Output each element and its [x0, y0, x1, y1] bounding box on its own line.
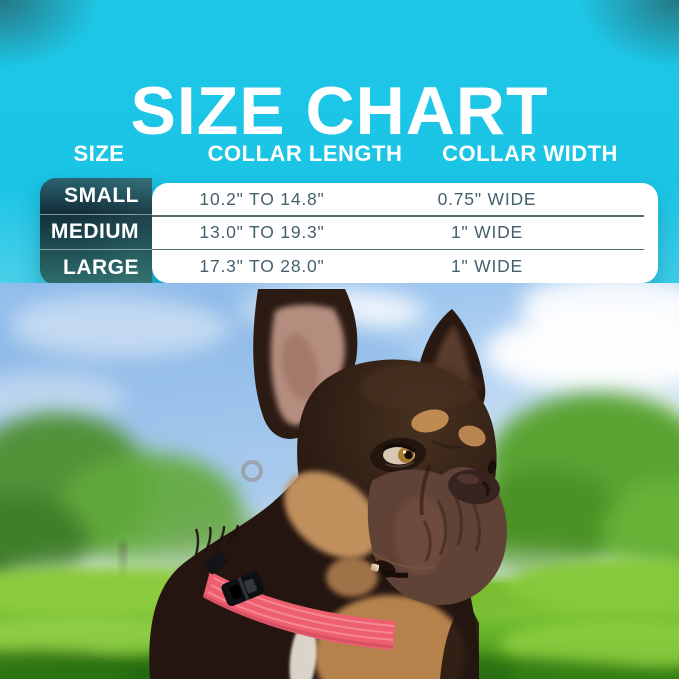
table-row-small: 10.2" TO 14.8" 0.75" WIDE: [152, 183, 658, 216]
dog-collar: [203, 551, 396, 650]
size-label-small: SMALL: [64, 183, 139, 207]
column-header-width: COLLAR WIDTH: [442, 141, 618, 166]
size-label-medium: MEDIUM: [40, 213, 152, 250]
chin-tan-patch: [326, 557, 378, 597]
collar-keeper: [204, 551, 228, 575]
column-header-length: COLLAR LENGTH: [207, 141, 403, 166]
brow-spot-right: [458, 425, 486, 447]
cheek-tan-patch: [284, 471, 380, 559]
table-row-medium: 13.0" TO 19.3" 1" WIDE: [152, 215, 658, 249]
size-label-large: LARGE: [40, 249, 152, 285]
page-title: SIZE CHART: [130, 72, 549, 149]
dog-illustration: [125, 289, 515, 679]
brow-spot-left: [411, 409, 449, 433]
collar-length-value: 13.0" TO 19.3": [199, 222, 325, 243]
product-photo: [0, 283, 679, 679]
collar-width-value: 0.75" WIDE: [437, 189, 537, 210]
collar-length-value: 17.3" TO 28.0": [199, 255, 325, 276]
park-photo-illustration: [0, 283, 679, 679]
collar-d-ring-icon: [241, 460, 263, 482]
dog-far-eye: [487, 460, 497, 474]
size-label-column: SMALL MEDIUM LARGE: [40, 178, 152, 285]
table-row-large: 17.3" TO 28.0" 1" WIDE: [152, 248, 658, 283]
neck-fur: [194, 524, 240, 556]
collar-width-value: 1" WIDE: [450, 255, 524, 276]
size-table-card: 10.2" TO 14.8" 0.75" WIDE 13.0" TO 19.3"…: [152, 183, 658, 283]
head-highlight: [360, 363, 480, 411]
collar-buckle: [221, 571, 265, 607]
dog-eye: [370, 437, 426, 473]
dog-shoulder-dark: [440, 601, 479, 679]
dog-muzzle: [326, 439, 507, 605]
column-header-size: SIZE: [73, 141, 125, 166]
collar-width-value: 1" WIDE: [450, 222, 524, 243]
dog-chest-white-streak: [289, 622, 317, 679]
dog-nose: [448, 469, 500, 505]
chart-panel: SIZE CHART SIZE COLLAR LENGTH COLLAR WID…: [0, 0, 679, 285]
collar-length-value: 10.2" TO 14.8": [199, 189, 325, 210]
